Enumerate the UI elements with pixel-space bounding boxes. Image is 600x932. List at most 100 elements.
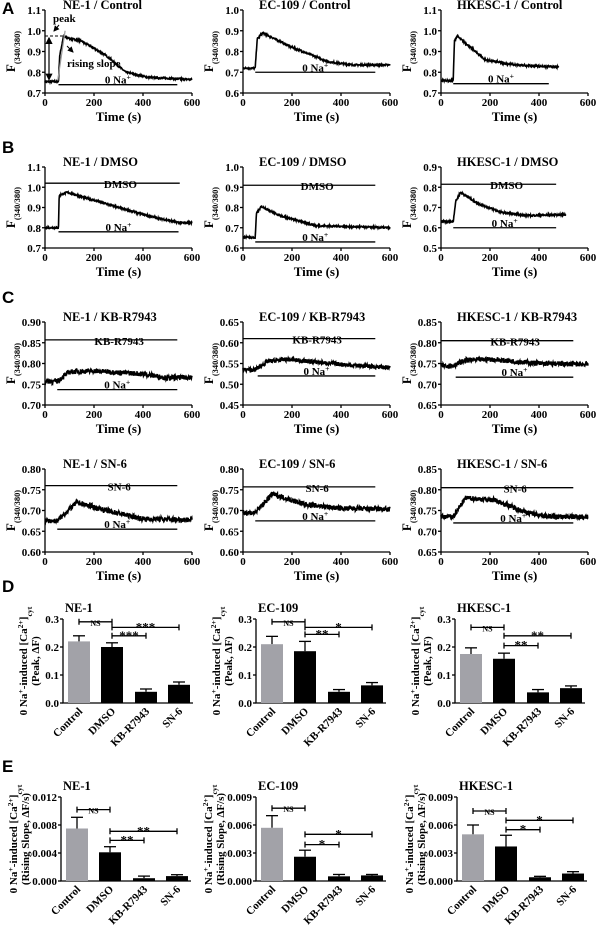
y-axis-label-line1-part: 0 Na [8, 871, 20, 893]
x-category-label: SN-6 [353, 883, 378, 908]
bar-dmso [101, 647, 123, 703]
trace-chart: NE-1 / KB-R7943 0.70 0.75 0.80 0.85 0.90 0 200 4… [3, 310, 201, 436]
y-axis-label: F(340/380) [201, 187, 220, 228]
chart-title: EC-109 [258, 779, 298, 793]
zero-na-label: 0 Na+ [104, 377, 130, 392]
y-axis-label-line1-part: + [209, 689, 218, 693]
x-tick-label: 400 [135, 556, 152, 568]
y-axis-label: F(340/380) [3, 490, 22, 531]
significance-label: *** [136, 619, 156, 634]
y-tick-label: 0.003 [428, 848, 453, 860]
y-tick-label: 0.75 [22, 485, 42, 497]
x-axis-label: Time (s) [294, 264, 340, 279]
bar-dmso [294, 856, 316, 881]
y-axis-label-sub: (340/380) [408, 31, 418, 64]
treatment-label: DMSO [490, 180, 523, 192]
bar-control [460, 654, 482, 703]
significance-bracket [505, 817, 574, 824]
fluorescence-trace [242, 205, 391, 240]
y-tick-label: 0.0 [238, 698, 252, 710]
treatment-label: KB-R7943 [292, 335, 342, 347]
x-tick-label: 600 [184, 409, 201, 421]
bar-kb-r7943 [527, 692, 549, 703]
y-tick-label: 0.65 [418, 547, 438, 559]
x-tick-label: 0 [240, 97, 246, 109]
y-tick-label: 0.80 [418, 338, 438, 350]
x-category-label: SN-6 [158, 883, 183, 908]
y-axis-label-sub: (340/380) [210, 31, 220, 64]
treatment-label: SN-6 [108, 482, 132, 494]
chart-title: EC-109 [258, 601, 298, 615]
chart-title: HKESC-1 [457, 601, 511, 615]
x-tick-label: 0 [42, 97, 48, 109]
y-axis-label: F(340/380) [399, 343, 418, 384]
y-tick-label: 0.55 [220, 359, 240, 371]
y-axis-label-line1-part: 2+ [16, 620, 25, 628]
x-tick-label: 600 [580, 252, 597, 264]
y-tick-label: 0.85 [418, 464, 438, 476]
y-axis-label-line1-part: -induced [Ca [18, 628, 30, 689]
trace-chart: NE-1 / SN-6 0.60 0.65 0.70 0.75 0.80 0 200 400 60… [3, 457, 201, 583]
x-tick-label: 400 [135, 97, 152, 109]
y-axis-label-line1-part: cyt [218, 606, 227, 616]
significance-bracket [78, 618, 113, 625]
x-axis-label: Time (s) [96, 264, 142, 279]
y-tick-label: 0.6 [225, 88, 239, 100]
significance-label: * [335, 619, 342, 634]
zero-na-label: 0 Na+ [500, 510, 526, 525]
x-category-label: Control [445, 884, 479, 918]
y-axis-label: F(340/380) [3, 31, 22, 72]
y-axis-label-sub: (340/380) [210, 490, 220, 523]
y-axis-label-main: F [201, 220, 216, 228]
bar-control [68, 641, 90, 703]
x-tick-label: 400 [531, 409, 548, 421]
fluorescence-trace [242, 31, 391, 72]
chart-title: NE-1 / SN-6 [63, 457, 127, 471]
zero-na-label-part: 0 Na [105, 75, 127, 87]
y-tick-label: 0.85 [418, 317, 438, 329]
x-tick-label: 400 [333, 252, 350, 264]
x-category-label: DMSO [480, 883, 512, 915]
y-axis-label-sub: (340/380) [12, 343, 22, 376]
slope-pointer-arrow [66, 45, 74, 53]
y-axis-label: F(340/380) [3, 343, 22, 384]
zero-na-label-part: + [325, 363, 329, 372]
chart-title: EC-109 / SN-6 [259, 457, 335, 471]
y-tick-label: 0.9 [27, 203, 41, 215]
y-tick-label: 0.1 [238, 670, 252, 682]
bar-sn-6 [560, 688, 582, 703]
significance-bracket [470, 624, 505, 631]
x-tick-label: 0 [438, 409, 444, 421]
y-tick-label: 0.0 [45, 698, 59, 710]
x-tick-label: 400 [333, 556, 350, 568]
x-category-label: DMSO [86, 705, 118, 737]
y-tick-label: 1.0 [423, 26, 437, 38]
x-tick-label: 0 [240, 409, 246, 421]
x-tick-label: 600 [580, 97, 597, 109]
y-tick-label: 0.2 [437, 642, 451, 654]
y-tick-label: 0.45 [220, 400, 240, 412]
zero-na-label-part: + [324, 229, 328, 238]
x-category-label: SN-6 [353, 705, 378, 730]
significance-label: ** [515, 638, 528, 653]
y-axis-label-line2: (Rising Slope, ΔF/s) [215, 793, 227, 885]
bar-kb-r7943 [529, 877, 551, 881]
x-tick-label: 0 [438, 97, 444, 109]
y-tick-label: 0.7 [423, 203, 437, 215]
trace-chart: HKESC-1 / KB-R7943 0.65 0.70 0.75 0.80 0.85 0 2… [399, 310, 597, 436]
x-axis-label: Time (s) [96, 421, 142, 436]
x-axis-label: Time (s) [492, 568, 538, 583]
y-tick-label: 0.75 [418, 506, 438, 518]
bar-sn-6 [562, 873, 584, 881]
y-tick-label: 1.0 [225, 5, 239, 17]
y-tick-label: 0.009 [227, 792, 252, 804]
y-axis-label-line1-part: -induced [Ca [410, 628, 422, 689]
significance-bracket [304, 624, 373, 631]
y-tick-label: 0.009 [428, 792, 453, 804]
y-axis-label-sub: (340/380) [12, 31, 22, 64]
y-tick-label: 0.000 [428, 876, 453, 888]
y-tick-label: 0.6 [423, 223, 437, 235]
treatment-label: SN-6 [306, 483, 330, 495]
fluorescence-trace [44, 367, 193, 387]
y-tick-label: 0.90 [22, 317, 42, 329]
